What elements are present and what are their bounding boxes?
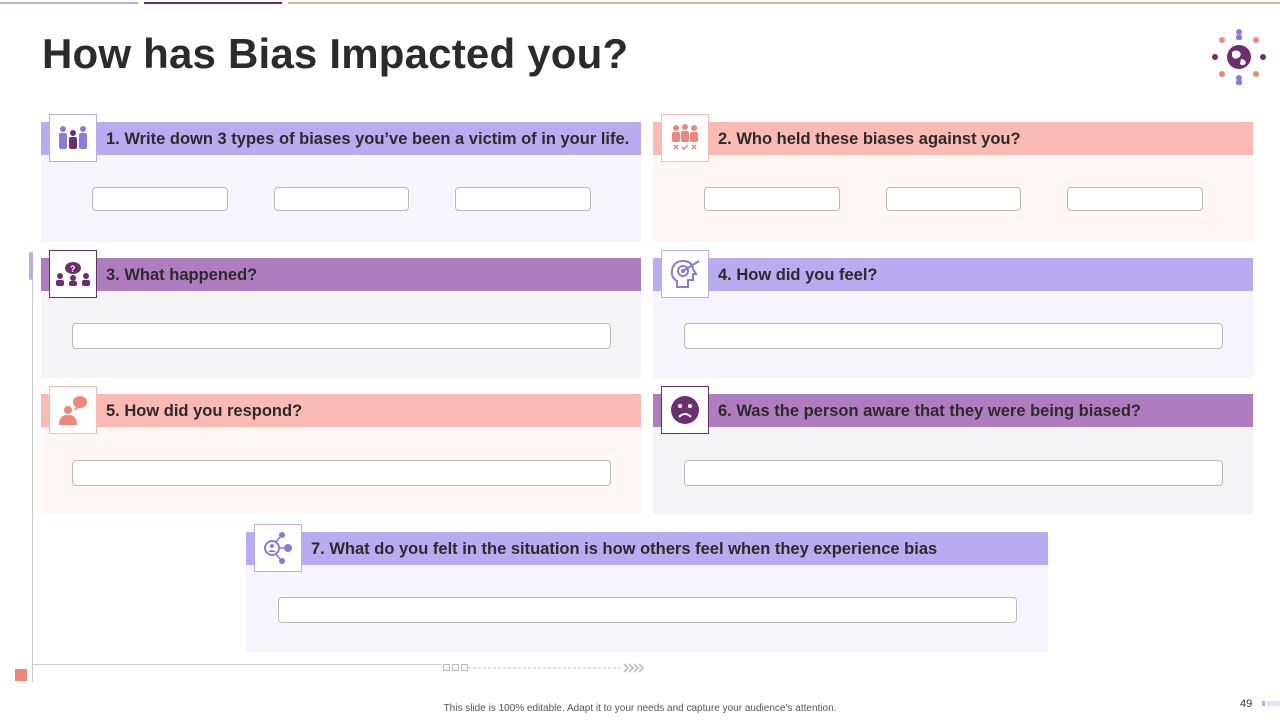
answer-input-2a[interactable] [704,187,840,211]
answer-input-2b[interactable] [886,187,1021,211]
question-card-6: 6. Was the person aware that they were b… [653,386,1253,514]
answer-input-7[interactable] [278,597,1017,623]
question-header-6: 6. Was the person aware that they were b… [653,394,1253,427]
answer-input-5[interactable] [72,460,611,486]
question-card-2: 2. Who held these biases against you? [653,114,1253,242]
question-card-1: 1. Write down 3 types of biases you’ve b… [41,114,641,242]
group-rejection-icon [661,114,709,162]
answer-input-1a[interactable] [92,187,228,211]
page-number: 49 [1240,698,1253,710]
svg-text:?: ? [70,264,76,274]
page-number-accent [1262,701,1265,706]
question-label-5: 5. How did you respond? [106,402,303,420]
top-bar-middle [144,2,282,4]
head-target-icon [661,250,709,298]
answer-input-2c[interactable] [1067,187,1203,211]
team-icon [49,114,97,162]
page-title: How has Bias Impacted you? [42,30,629,77]
question-header-4: 4. How did you feel? [653,258,1253,291]
connector-squares [443,660,653,678]
network-people-icon [254,524,302,572]
sad-face-icon [661,386,709,434]
top-bar-left [0,2,138,4]
globe-people-icon [1208,26,1270,88]
question-card-5: 5. How did you respond? [41,386,641,514]
question-label-6: 6. Was the person aware that they were b… [718,402,1142,420]
answer-input-6[interactable] [684,460,1223,486]
left-vertical-line [32,252,33,682]
question-label-4: 4. How did you feel? [718,266,878,284]
question-header-5: 5. How did you respond? [41,394,641,427]
bottom-accent-square [15,669,27,681]
question-header-3: 3. What happened? [41,258,641,291]
question-header-1: 1. Write down 3 types of biases you’ve b… [41,122,641,155]
question-label-1: 1. Write down 3 types of biases you’ve b… [106,130,630,148]
answer-input-1b[interactable] [274,187,409,211]
question-card-3: 3. What happened? ? [41,250,641,378]
left-accent-bar [29,252,33,280]
question-label-7: 7. What do you felt in the situation is … [311,540,938,558]
footer-note: This slide is 100% editable. Adapt it to… [443,703,837,714]
question-label-2: 2. Who held these biases against you? [718,130,1021,148]
answer-input-3[interactable] [72,323,611,349]
question-label-3: 3. What happened? [106,266,258,284]
question-card-7: 7. What do you felt in the situation is … [246,524,1048,652]
bottom-horizontal-line [32,664,442,665]
question-header-7: 7. What do you felt in the situation is … [246,532,1048,565]
discussion-icon: ? [49,250,97,298]
page-number-accent-2 [1267,701,1280,706]
person-speech-icon [49,386,97,434]
question-card-4: 4. How did you feel? [653,250,1253,378]
answer-input-1c[interactable] [455,187,591,211]
top-bar-right [288,2,1280,4]
question-header-2: 2. Who held these biases against you? [653,122,1253,155]
answer-input-4[interactable] [684,323,1223,349]
